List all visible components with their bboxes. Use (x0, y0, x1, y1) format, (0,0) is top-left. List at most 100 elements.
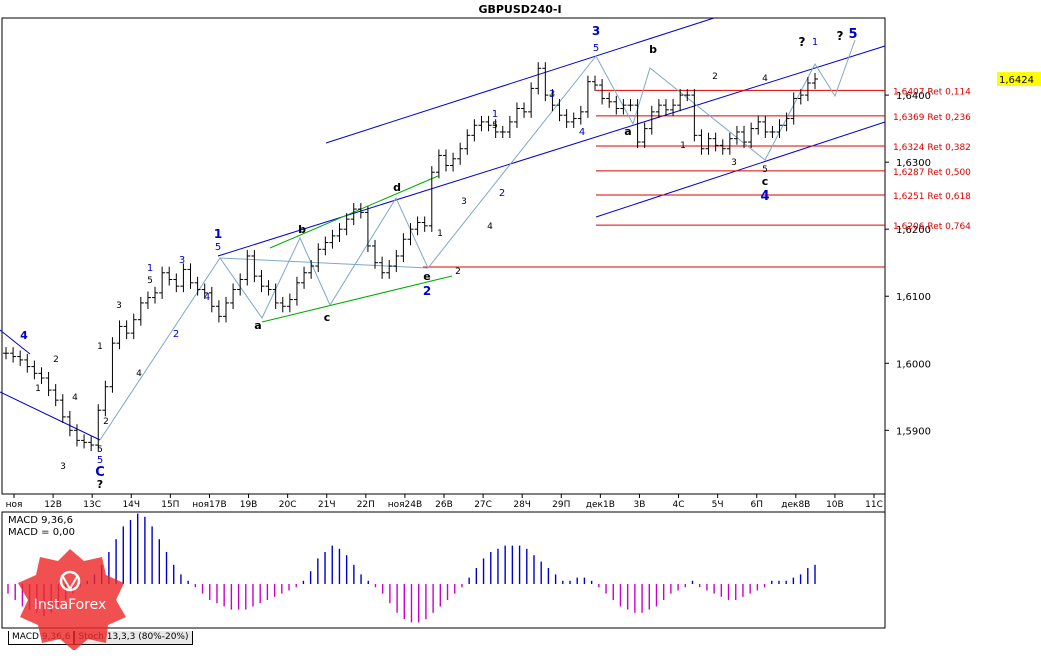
wave-label: 3 (116, 301, 122, 311)
candles (3, 62, 818, 452)
wave-label: 3 (461, 197, 467, 207)
wave-label: 4 (204, 292, 210, 303)
time-tick-label: 28Ч (513, 500, 531, 510)
wave-label: C (95, 465, 105, 480)
wave-label: 4 (72, 393, 78, 403)
wave-label: 5 (147, 276, 153, 286)
price-tick-label: 1,6100 (896, 292, 931, 303)
wave-label: 1 (812, 37, 818, 48)
fib-label: 1,6287 Ret 0,500 (893, 168, 971, 178)
wave-label: 4 (20, 329, 28, 342)
wave-label: 2 (173, 329, 179, 340)
wave-label: 4 (487, 222, 493, 232)
logo-text: InstaForex (34, 597, 107, 613)
time-tick-label: 4С (673, 500, 685, 510)
time-tick-label: ноя17В (192, 500, 226, 510)
wave-label: 2 (103, 417, 109, 427)
time-tick-label: дек8В (781, 500, 810, 510)
wave-label: 5 (762, 165, 768, 175)
wave-label: 1 (97, 342, 103, 352)
fib-label: 1,6324 Ret 0,382 (893, 143, 971, 153)
wave-label: c (324, 311, 331, 324)
time-tick-label: 12В (44, 500, 62, 510)
wave-label: b (649, 43, 657, 56)
fib-label: 1,6369 Ret 0,236 (893, 113, 971, 123)
wave-label: 1 (35, 384, 41, 394)
time-tick-label: 6П (750, 500, 763, 510)
wave-label: 2 (499, 188, 505, 199)
time-tick-label: 13С (83, 500, 101, 510)
wave-label: 4 (762, 74, 768, 84)
wave-label: b (298, 223, 306, 236)
wave-label: d (393, 181, 401, 194)
channel-line (0, 329, 31, 355)
channel-line (325, 17, 715, 144)
time-tick-label: 20С (279, 500, 297, 510)
time-tick-label: 3В (634, 500, 646, 510)
wave-label: 2 (53, 355, 59, 365)
wave-label: 3 (60, 462, 66, 472)
time-tick-label: 15П (161, 500, 179, 510)
time-tick-label: 27С (474, 500, 492, 510)
wave-label: 3 (179, 255, 185, 266)
current-price-badge (997, 72, 1041, 87)
green-line (261, 275, 453, 323)
wave-label: ? (97, 478, 103, 491)
time-tick-label: 10В (826, 500, 844, 510)
chart-title: GBPUSD240-I (478, 3, 561, 16)
time-tick-label: ноя24В (388, 500, 422, 510)
channel-line (217, 45, 886, 257)
wave-label: 4 (760, 189, 769, 204)
wave-label: 1 (680, 141, 686, 151)
macd-label: MACD 9,36,6 (8, 515, 73, 526)
wave-label: 3 (549, 89, 555, 100)
wave-label: 2 (423, 284, 431, 298)
fib-label: 1,6251 Ret 0,618 (893, 192, 971, 202)
current-price-label: 1,6424 (999, 75, 1034, 86)
time-tick-label: 26В (435, 500, 453, 510)
plot-frame (1, 17, 886, 495)
time-tick-label: 19В (240, 500, 258, 510)
macd-frame (1, 511, 886, 629)
price-tick-label: 1,6400 (896, 91, 931, 102)
price-tick-label: 1,6300 (896, 158, 931, 169)
wave-label: ? (799, 35, 806, 49)
time-tick-label: 14Ч (122, 500, 140, 510)
wave-label: 4 (136, 369, 142, 379)
fib-label: 1,6206 Ret 0,764 (893, 222, 971, 232)
time-tick-label: 22П (357, 500, 375, 510)
wave-label: 5 (97, 445, 103, 455)
time-tick-label: 29П (552, 500, 570, 510)
time-tick-label: 21Ч (318, 500, 336, 510)
time-tick-label: дек1В (586, 500, 615, 510)
wave-label: a (624, 125, 631, 138)
wave-label: 5 (492, 121, 498, 131)
wave-label: c (762, 175, 769, 188)
instaforex-logo: InstaForex (18, 549, 126, 650)
time-tick-label: ноя (6, 500, 23, 510)
wave-label: 4 (579, 127, 585, 138)
wave-label: a (254, 319, 261, 332)
wave-label: 5 (593, 43, 599, 54)
wave-label: 1 (214, 227, 222, 241)
wave-label: 3 (592, 24, 600, 38)
wave-label: 1 (437, 229, 443, 239)
wave-label: 5 (848, 27, 857, 42)
wave-label: 5 (215, 242, 221, 253)
wave-label: 3 (731, 158, 737, 168)
macd-header: MACD 9,36,6 MACD = 0,00 (8, 515, 75, 539)
macd-value-label: MACD = 0,00 (8, 527, 75, 538)
price-tick-label: 1,6000 (896, 359, 931, 370)
wave-labels: 4124355C?12341523415abcde221341523435ab1… (20, 24, 857, 491)
time-tick-label: 5Ч (712, 500, 724, 510)
price-tick-label: 1,5900 (896, 426, 931, 437)
wave-label: ? (837, 29, 844, 43)
wave-label: e (423, 270, 430, 283)
channel-line (595, 121, 886, 218)
fib-label: 1,6407 Ret 0,114 (893, 87, 971, 97)
wave-label: 2 (712, 72, 718, 82)
price-tick-label: 1,6200 (896, 225, 931, 236)
channel-line (0, 391, 101, 441)
time-tick-label: 11С (865, 500, 883, 510)
